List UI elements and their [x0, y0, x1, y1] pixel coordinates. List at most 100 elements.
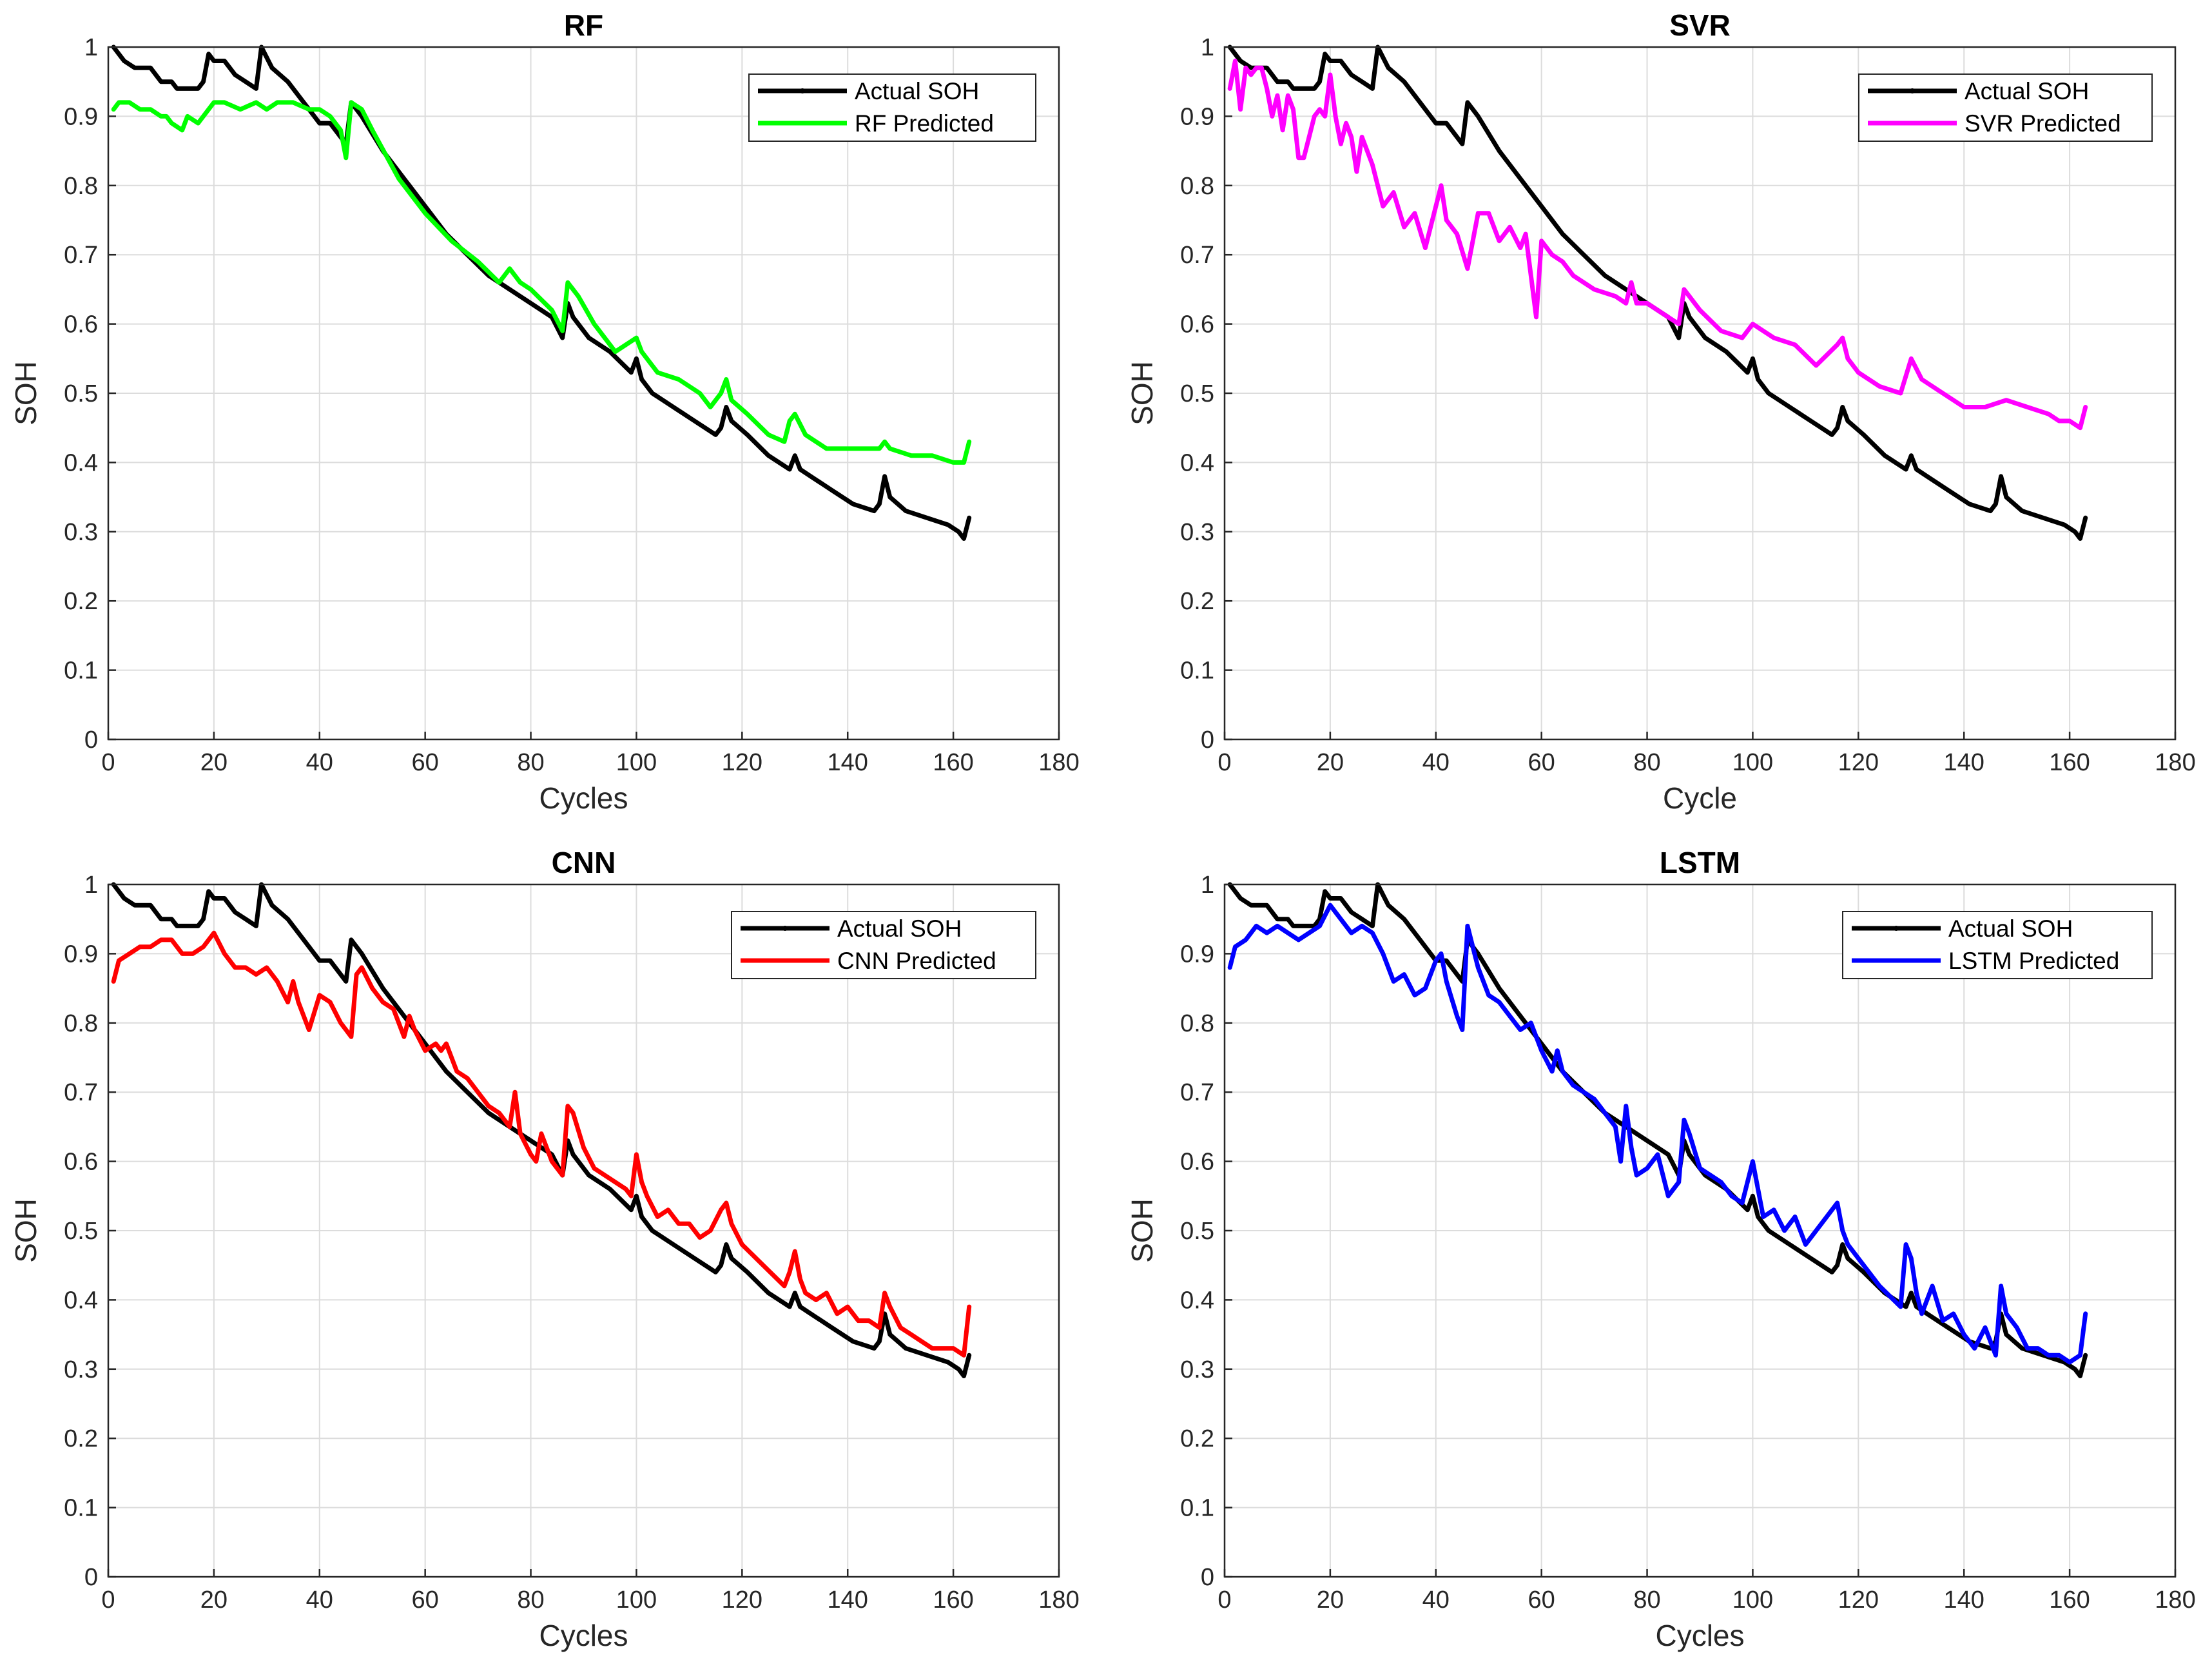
y-tick-label: 0.8	[64, 173, 98, 200]
x-tick-label: 20	[200, 749, 228, 776]
y-tick-label: 0	[1201, 727, 1214, 754]
legend-marker	[1910, 88, 1915, 93]
axes-box	[107, 46, 1060, 741]
x-axis-label: Cycles	[1655, 1619, 1744, 1652]
x-tick-label: 0	[101, 749, 115, 776]
legend: Actual SOH RF Predicted	[748, 73, 1036, 142]
x-axis-label: Cycles	[539, 1619, 628, 1652]
axes-box	[1223, 46, 2177, 741]
y-tick-label: 0.3	[1180, 519, 1214, 546]
x-tick-label: 120	[722, 749, 762, 776]
y-tick-label: 0.2	[1180, 1425, 1214, 1452]
y-tick-label: 0.2	[64, 1425, 98, 1452]
y-tick-label: 0.9	[1180, 941, 1214, 968]
x-axis-label: Cycles	[539, 781, 628, 815]
x-tick-label: 80	[1633, 749, 1660, 776]
y-axis-label: SOH	[1125, 361, 1159, 425]
x-tick-label: 100	[616, 1586, 657, 1614]
y-tick-label: 0.5	[1180, 1218, 1214, 1245]
y-tick-label: 0.4	[1180, 1287, 1214, 1314]
y-tick-label: 0.1	[1180, 658, 1214, 685]
x-tick-label: 120	[1838, 749, 1879, 776]
x-tick-label: 80	[517, 1586, 544, 1614]
series-line-rf-predicted	[111, 100, 972, 465]
y-tick-label: 0.8	[64, 1010, 98, 1037]
y-tick-label: 0.5	[64, 1218, 98, 1245]
series-line-actual-soh	[111, 44, 972, 541]
y-tick-label: 0.6	[1180, 311, 1214, 338]
y-tick-label: 0.9	[64, 103, 98, 130]
x-tick-label: 60	[412, 749, 439, 776]
y-tick-label: 0	[84, 727, 98, 754]
series-line-svr-predicted	[1227, 59, 2088, 431]
axes-box	[1223, 883, 2177, 1578]
x-tick-label: 160	[2049, 1586, 2090, 1614]
x-tick-label: 60	[412, 1586, 439, 1614]
y-tick-label: 0.4	[64, 449, 98, 476]
y-tick-label: 0.6	[1180, 1149, 1214, 1176]
y-tick-label: 1	[1201, 34, 1214, 61]
legend-marker	[782, 926, 788, 931]
y-tick-label: 0.2	[1180, 588, 1214, 615]
y-tick-label: 0.6	[64, 1149, 98, 1176]
x-tick-label: 20	[1317, 1586, 1344, 1614]
series-line-lstm-predicted	[1227, 903, 2088, 1365]
series-line-actual-soh	[1227, 882, 2088, 1378]
y-tick-label: 0.3	[64, 1356, 98, 1383]
x-tick-label: 160	[933, 1586, 973, 1614]
y-axis-label: SOH	[9, 361, 43, 425]
legend-box	[1842, 911, 2153, 979]
chart-panel-svr: 0 20 40 60 80 100 120 140 160 180 0 0.1 0.2 0.3 0.4 0.5…	[1125, 8, 2196, 815]
y-axis-label: SOH	[9, 1198, 43, 1263]
x-tick-label: 80	[1633, 1586, 1660, 1614]
y-tick-label: 0.4	[1180, 449, 1214, 476]
legend-label-svr-predicted: SVR Predicted	[1965, 110, 2121, 137]
x-tick-label: 100	[616, 749, 657, 776]
legend-marker	[800, 88, 805, 93]
y-tick-label: 0.4	[64, 1287, 98, 1314]
y-tick-label: 0.8	[1180, 173, 1214, 200]
y-tick-label: 0.1	[64, 658, 98, 685]
legend-box	[1858, 73, 2153, 142]
legend: Actual SOH LSTM Predicted	[1842, 911, 2153, 979]
chart-title: CNN	[552, 846, 616, 879]
y-tick-label: 0.9	[1180, 103, 1214, 130]
legend-label-actual-soh: Actual SOH	[855, 78, 979, 104]
x-tick-label: 0	[1218, 1586, 1231, 1614]
x-tick-label: 180	[2155, 749, 2195, 776]
x-tick-label: 120	[722, 1586, 762, 1614]
x-tick-label: 140	[828, 749, 868, 776]
chart-title: SVR	[1669, 8, 1731, 42]
x-tick-label: 160	[933, 749, 973, 776]
y-tick-label: 0.1	[1180, 1495, 1214, 1522]
x-tick-label: 100	[1732, 749, 1773, 776]
x-tick-label: 20	[200, 1586, 228, 1614]
y-axis-label: SOH	[1125, 1198, 1159, 1263]
x-tick-label: 40	[1422, 749, 1450, 776]
x-tick-label: 40	[1422, 1586, 1450, 1614]
x-tick-label: 140	[828, 1586, 868, 1614]
x-tick-label: 60	[1528, 1586, 1555, 1614]
legend-label-actual-soh: Actual SOH	[1965, 78, 2089, 104]
x-tick-label: 120	[1838, 1586, 1879, 1614]
y-tick-label: 0.7	[1180, 242, 1214, 269]
chart-title: LSTM	[1660, 846, 1740, 879]
y-tick-label: 0.7	[1180, 1079, 1214, 1106]
chart-panel-lstm: 0 20 40 60 80 100 120 140 160 180 0 0.1 0.2 0.3 0.4 0.5…	[1125, 846, 2196, 1652]
y-tick-label: 0.5	[64, 380, 98, 407]
y-tick-label: 0.8	[1180, 1010, 1214, 1037]
y-tick-label: 0	[1201, 1564, 1214, 1591]
x-tick-label: 180	[1038, 1586, 1079, 1614]
x-tick-label: 100	[1732, 1586, 1773, 1614]
legend-label-rf-predicted: RF Predicted	[855, 110, 994, 137]
x-tick-label: 0	[1218, 749, 1231, 776]
y-tick-label: 0.1	[64, 1495, 98, 1522]
y-tick-label: 0.3	[64, 519, 98, 546]
y-tick-label: 1	[84, 34, 98, 61]
axes-box	[107, 883, 1060, 1578]
y-tick-label: 0.2	[64, 588, 98, 615]
chart-panel-cnn: 0 20 40 60 80 100 120 140 160 180 0 0.1 0.2 0.3 0.4 0.5…	[9, 846, 1080, 1652]
chart-panel-rf: 0 20 40 60 80 100 120 140 160 180 0 0.1 0.2 0.3 0.4 0.5…	[9, 8, 1080, 815]
x-tick-label: 40	[306, 749, 333, 776]
